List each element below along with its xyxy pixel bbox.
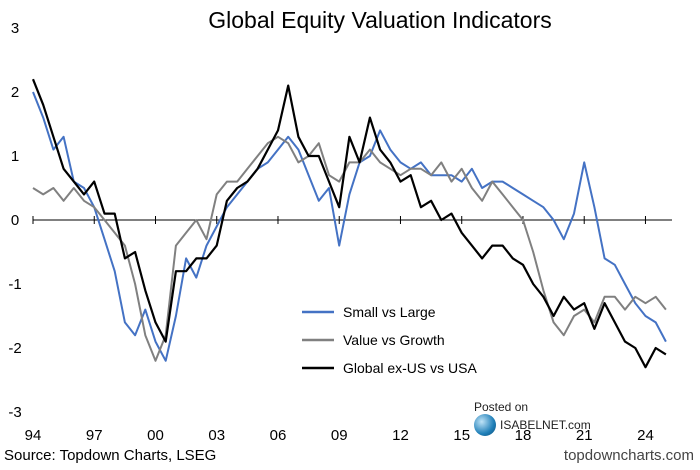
legend: Small vs Large Value vs Growth Global ex-U… [302, 304, 477, 376]
watermark-site: ISABELNET.com [500, 418, 591, 432]
x-tick-label: 00 [147, 427, 164, 444]
x-tick-label: 12 [392, 427, 409, 444]
legend-label: Value vs Growth [343, 332, 445, 348]
brand-url: topdowncharts.com [563, 447, 694, 464]
x-tick-label: 09 [331, 427, 348, 444]
y-tick-label: -1 [8, 276, 21, 293]
x-tick-label: 21 [576, 427, 593, 444]
series-line-2 [31, 78, 667, 369]
y-tick-label: 1 [11, 148, 19, 165]
x-tick-label: 06 [270, 427, 287, 444]
isabelnet-watermark: Posted on ISABELNET.com [470, 400, 620, 440]
x-tick-label: 15 [453, 427, 470, 444]
y-tick-label: 3 [11, 20, 19, 37]
x-tick-label: 97 [86, 427, 103, 444]
series-line-0 [32, 91, 667, 362]
x-tick-label: 18 [515, 427, 532, 444]
y-tick-label: 2 [11, 84, 19, 101]
series-line-1 [32, 135, 667, 362]
y-tick-label: 0 [11, 212, 19, 229]
y-axis-ticks: 3 2 1 0 -1 -2 -3 [8, 20, 21, 421]
zero-line-group [32, 216, 672, 224]
x-tick-label: 03 [208, 427, 225, 444]
y-tick-label: -2 [8, 340, 21, 357]
x-tick-label: 94 [25, 427, 42, 444]
x-axis-ticks: 94 97 00 03 06 09 12 15 18 21 24 [25, 427, 654, 444]
watermark-posted-on: Posted on [474, 400, 529, 414]
legend-label: Small vs Large [343, 304, 436, 320]
chart-title: Global Equity Valuation Indicators [208, 7, 552, 33]
x-tick-label: 24 [637, 427, 654, 444]
y-tick-label: -3 [8, 404, 21, 421]
source-note: Source: Topdown Charts, LSEG [4, 447, 217, 464]
series-lines [31, 78, 667, 369]
legend-label: Global ex-US vs USA [343, 360, 477, 376]
globe-icon [474, 414, 496, 436]
